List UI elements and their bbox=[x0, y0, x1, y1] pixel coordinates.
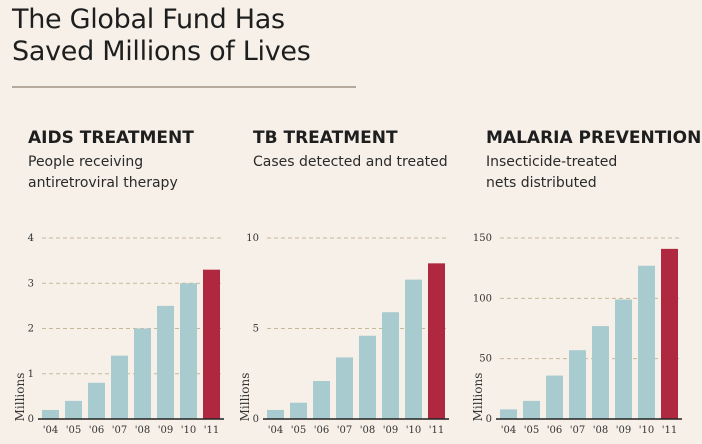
bar bbox=[313, 380, 330, 419]
y-tick-label: 1 bbox=[28, 369, 34, 380]
x-tick-label: '08 bbox=[360, 425, 375, 436]
x-tick-label: '07 bbox=[112, 425, 127, 436]
x-tick-label: '11 bbox=[204, 425, 219, 436]
bar bbox=[336, 357, 353, 419]
aids-treatment-panel: AIDS TREATMENT People receiving antiretr… bbox=[13, 128, 258, 444]
x-tick-label: '06 bbox=[89, 425, 104, 436]
bar bbox=[661, 248, 678, 419]
y-tick-label: 4 bbox=[28, 233, 34, 244]
tb-treatment-panel: TB TREATMENT Cases detected and treated … bbox=[238, 128, 483, 444]
y-axis-label: Millions bbox=[471, 373, 485, 422]
bar bbox=[203, 269, 220, 419]
y-tick-label: 5 bbox=[253, 324, 259, 335]
bar bbox=[546, 375, 563, 419]
panel-subtitle-line: nets distributed bbox=[486, 175, 597, 191]
bar bbox=[405, 279, 422, 419]
x-tick-label: '09 bbox=[616, 425, 631, 436]
x-tick-label: '10 bbox=[406, 425, 421, 436]
panel-subtitle: People receiving antiretroviral therapy bbox=[28, 152, 238, 194]
title-divider bbox=[12, 86, 356, 88]
x-tick-label: '07 bbox=[570, 425, 585, 436]
x-tick-label: '10 bbox=[181, 425, 196, 436]
bar bbox=[359, 335, 376, 419]
bar bbox=[638, 265, 655, 419]
aids-treatment-chart: 0 1 2 3 4 Millions '04 '05 '06 '07 '08 '09 '10 '11 bbox=[13, 233, 224, 436]
x-tick-label: '11 bbox=[662, 425, 677, 436]
x-tick-label: '05 bbox=[524, 425, 539, 436]
bar bbox=[290, 402, 307, 419]
bar bbox=[267, 409, 284, 419]
x-tick-label: '09 bbox=[383, 425, 398, 436]
x-tick-label: '06 bbox=[547, 425, 562, 436]
y-tick-label: 10 bbox=[246, 233, 259, 244]
bar bbox=[65, 400, 82, 419]
y-tick-label: 0 bbox=[28, 414, 34, 425]
panel-heading: AIDS TREATMENT bbox=[28, 128, 194, 148]
x-tick-label: '10 bbox=[639, 425, 654, 436]
y-tick-label: 0 bbox=[486, 414, 492, 425]
x-tick-label: '04 bbox=[268, 425, 283, 436]
x-tick-label: '04 bbox=[501, 425, 516, 436]
panel-subtitle-line: antiretroviral therapy bbox=[28, 175, 178, 191]
y-axis-label: Millions bbox=[238, 373, 252, 422]
y-tick-label: 100 bbox=[473, 293, 492, 304]
x-tick-label: '08 bbox=[593, 425, 608, 436]
x-tick-label: '05 bbox=[291, 425, 306, 436]
x-tick-label: '08 bbox=[135, 425, 150, 436]
bar bbox=[592, 326, 609, 419]
tb-treatment-chart: 0 5 10 Millions '04 '05 '06 '07 '08 '09 '10 '11 bbox=[238, 233, 449, 436]
panel-subtitle: Cases detected and treated bbox=[253, 152, 463, 173]
y-tick-label: 2 bbox=[28, 324, 34, 335]
y-tick-label: 0 bbox=[253, 414, 259, 425]
bar bbox=[88, 382, 105, 419]
bar bbox=[134, 328, 151, 419]
x-tick-label: '11 bbox=[429, 425, 444, 436]
x-tick-label: '07 bbox=[337, 425, 352, 436]
page-title: The Global Fund Has Saved Millions of Li… bbox=[12, 4, 512, 68]
bar bbox=[523, 400, 540, 419]
bar bbox=[42, 409, 59, 419]
page-title-line1: The Global Fund Has bbox=[12, 4, 285, 35]
bar bbox=[382, 312, 399, 419]
x-tick-label: '09 bbox=[158, 425, 173, 436]
bar bbox=[180, 283, 197, 419]
page-title-line2: Saved Millions of Lives bbox=[12, 36, 311, 67]
panel-heading: TB TREATMENT bbox=[253, 128, 398, 148]
malaria-prevention-panel: MALARIA PREVENTION Insecticide-treated n… bbox=[471, 128, 702, 444]
y-axis-label: Millions bbox=[13, 373, 27, 422]
panel-subtitle: Insecticide-treated nets distributed bbox=[486, 152, 696, 194]
bar bbox=[615, 299, 632, 419]
x-tick-label: '06 bbox=[314, 425, 329, 436]
bar bbox=[569, 350, 586, 419]
panel-subtitle-line: People receiving bbox=[28, 154, 144, 170]
panel-subtitle-line: Insecticide-treated bbox=[486, 154, 618, 170]
bar bbox=[111, 355, 128, 419]
bar bbox=[428, 263, 445, 419]
bar bbox=[500, 409, 517, 419]
panel-heading: MALARIA PREVENTION bbox=[486, 128, 702, 148]
y-tick-label: 3 bbox=[28, 278, 34, 289]
y-tick-label: 50 bbox=[479, 354, 492, 365]
bar bbox=[157, 305, 174, 419]
x-tick-label: '04 bbox=[43, 425, 58, 436]
x-tick-label: '05 bbox=[66, 425, 81, 436]
y-tick-label: 150 bbox=[473, 233, 492, 244]
panel-subtitle-line: Cases detected and treated bbox=[253, 154, 448, 170]
malaria-prevention-chart: 0 50 100 150 Millions '04 '05 '06 '07 '08 '09 '10 '1… bbox=[471, 233, 682, 436]
